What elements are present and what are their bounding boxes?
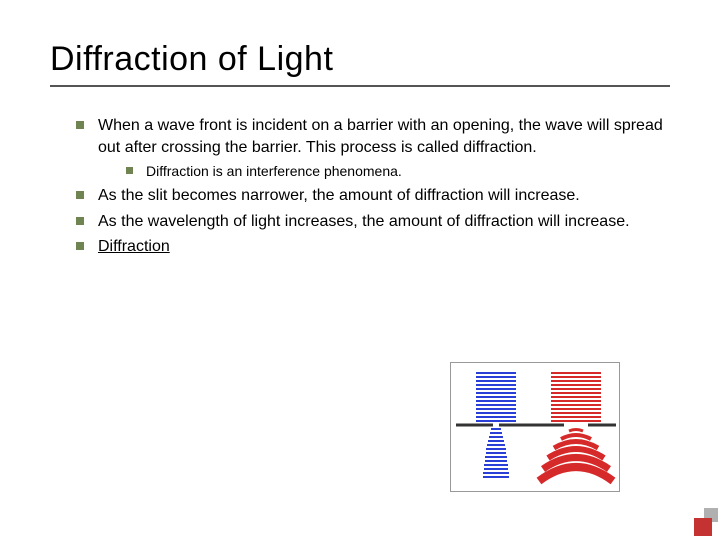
sub-bullet-list: Diffraction is an interference phenomena… [98, 162, 670, 181]
bullet-item: As the slit becomes narrower, the amount… [76, 185, 670, 207]
bullet-text: As the wavelength of light increases, th… [98, 213, 630, 230]
bullet-text: When a wave front is incident on a barri… [98, 117, 663, 156]
diffraction-link[interactable]: Diffraction [98, 238, 170, 255]
blue-diffracted [483, 429, 509, 477]
bullet-item: Diffraction [76, 236, 670, 258]
main-bullet-list: When a wave front is incident on a barri… [50, 115, 670, 258]
sub-bullet-item: Diffraction is an interference phenomena… [126, 162, 670, 181]
red-incoming-waves [551, 373, 601, 421]
title-underline [50, 85, 670, 87]
blue-incoming-waves [476, 373, 516, 421]
corner-accent-icon [680, 500, 720, 540]
sub-bullet-text: Diffraction is an interference phenomena… [146, 163, 402, 179]
red-diffracted-arcs [539, 430, 613, 482]
diffraction-svg [451, 363, 621, 493]
slide-title: Diffraction of Light [50, 40, 670, 79]
bullet-text: As the slit becomes narrower, the amount… [98, 187, 580, 204]
bullet-item: When a wave front is incident on a barri… [76, 115, 670, 181]
diffraction-diagram [450, 362, 620, 492]
bullet-item: As the wavelength of light increases, th… [76, 211, 670, 233]
